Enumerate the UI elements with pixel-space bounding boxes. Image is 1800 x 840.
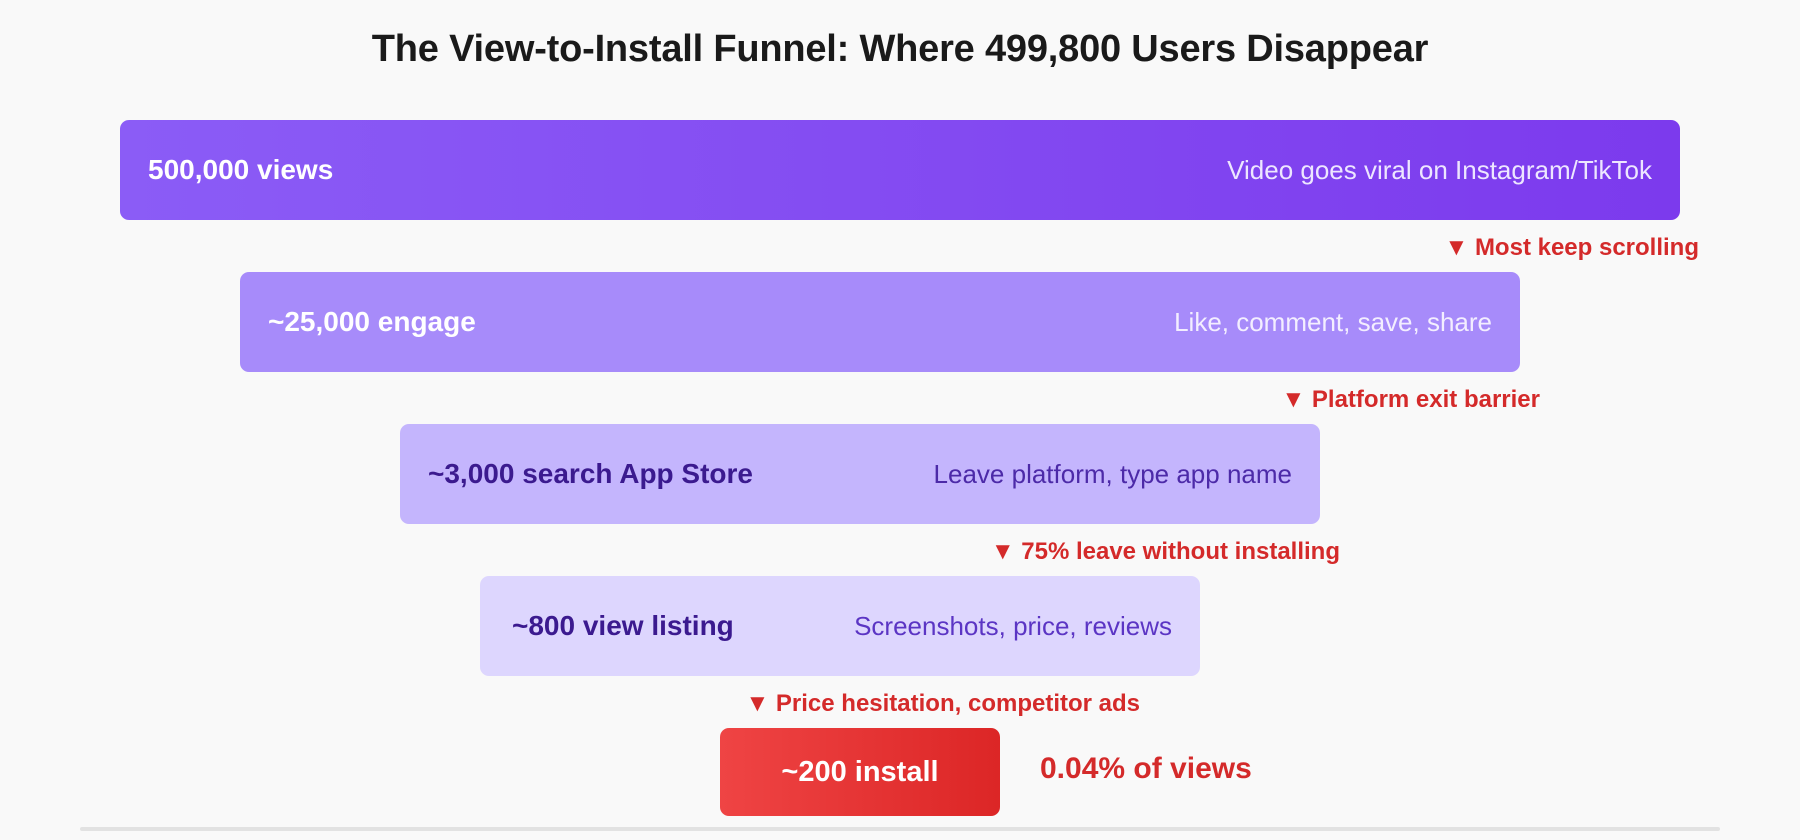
stage-label: ~200 install: [781, 755, 939, 788]
drop-off-note: ▼ Platform exit barrier: [1281, 386, 1540, 413]
funnel-stage-install: ~200 install: [720, 728, 1000, 816]
stage-description: Leave platform, type app name: [933, 458, 1292, 489]
stage-label: ~25,000 engage: [268, 306, 476, 337]
stage-label: 500,000 views: [148, 154, 334, 185]
funnel-stage-search: ~3,000 search App Store Leave platform, …: [400, 424, 1320, 524]
divider: [80, 827, 1720, 831]
stage-label: ~3,000 search App Store: [428, 458, 754, 489]
stage-description: Screenshots, price, reviews: [854, 610, 1172, 641]
funnel-stage-engage: ~25,000 engage Like, comment, save, shar…: [240, 272, 1520, 372]
conversion-rate: 0.04% of views: [1040, 752, 1252, 785]
drop-off-note: ▼ 75% leave without installing: [990, 538, 1340, 565]
stage-description: Like, comment, save, share: [1174, 306, 1492, 337]
funnel-stage-listing: ~800 view listing Screenshots, price, re…: [480, 576, 1200, 676]
drop-off-note: ▼ Price hesitation, competitor ads: [745, 690, 1140, 717]
stage-description: Video goes viral on Instagram/TikTok: [1227, 154, 1652, 185]
diagram-title: The View-to-Install Funnel: Where 499,80…: [371, 28, 1429, 70]
funnel-stage-views: 500,000 views Video goes viral on Instag…: [120, 120, 1680, 220]
drop-off-note: ▼ Most keep scrolling: [1444, 234, 1699, 261]
stage-label: ~800 view listing: [512, 610, 734, 641]
